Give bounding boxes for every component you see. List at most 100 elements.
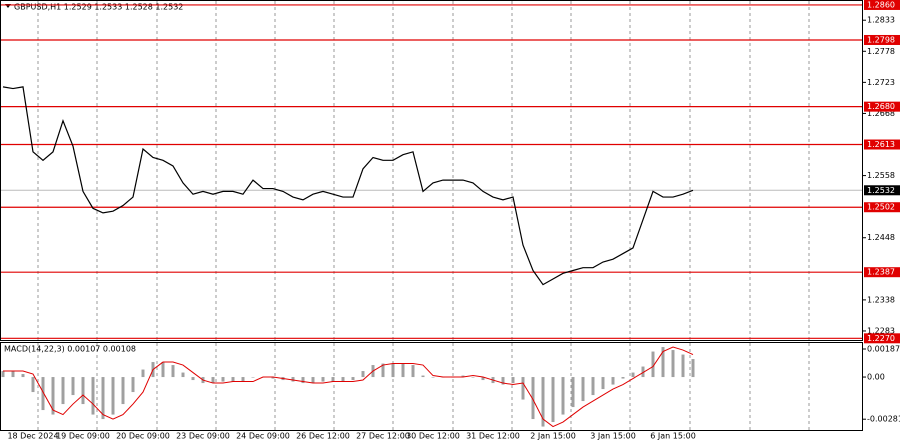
level-label: 1.2860	[867, 0, 895, 9]
level-label: 1.2613	[867, 140, 895, 149]
macd-bar	[661, 347, 665, 378]
x-tick-label: 26 Dec 12:00	[296, 432, 350, 441]
level-label: 1.2270	[867, 334, 895, 343]
macd-bar	[21, 374, 25, 378]
macd-bar	[181, 372, 185, 378]
level-box	[864, 139, 900, 150]
x-tick-label: 31 Dec 12:00	[466, 432, 520, 441]
macd-bar	[611, 377, 615, 385]
macd-bar	[681, 354, 685, 378]
level-box	[864, 202, 900, 213]
macd-bar	[321, 377, 325, 382]
macd-bar	[101, 377, 105, 420]
macd-bar	[241, 377, 245, 382]
macd-bar	[11, 371, 15, 378]
y-tick-label: 1.2778	[867, 47, 895, 56]
macd-bar	[401, 363, 405, 378]
macd-bar	[511, 377, 515, 384]
macd-bar	[91, 377, 95, 415]
macd-bar	[391, 363, 395, 378]
macd-bar	[551, 377, 555, 423]
macd-bar	[531, 377, 535, 420]
y-tick-label: 0.00	[867, 373, 885, 382]
price-line	[2, 86, 694, 286]
macd-bar	[411, 365, 415, 378]
level-box	[864, 267, 900, 278]
level-box	[864, 34, 900, 45]
macd-bar	[1, 371, 5, 378]
last-price-box	[864, 185, 900, 196]
y-tick-label: 0.00187	[867, 345, 900, 354]
x-tick-label: 20 Dec 09:00	[116, 432, 170, 441]
macd-bar	[111, 377, 115, 415]
x-tick-label: 30 Dec 12:00	[406, 432, 460, 441]
macd-bar	[561, 377, 565, 415]
macd-bar	[431, 377, 435, 378]
macd-bar	[481, 377, 485, 381]
level-box	[864, 0, 900, 10]
macd-bar	[41, 377, 45, 411]
level-label: 1.2502	[867, 203, 895, 212]
y-tick-label: 1.2558	[867, 171, 895, 180]
macd-bar	[621, 377, 625, 379]
macd-bar	[571, 377, 575, 408]
last-price-label: 1.2532	[867, 186, 895, 195]
y-tick-label: 1.2283	[867, 326, 895, 335]
macd-bar	[231, 377, 235, 382]
macd-bar	[631, 372, 635, 378]
y-tick-label: 1.2723	[867, 78, 895, 87]
macd-bar	[161, 362, 165, 378]
x-tick-label: 2 Jan 15:00	[530, 432, 576, 441]
macd-bar	[641, 366, 645, 378]
macd-bar	[521, 377, 525, 400]
chart-title: GBPUSD,H1 1.2529 1.2533 1.2528 1.2532	[14, 3, 183, 12]
y-tick-label: 1.2448	[867, 233, 895, 242]
x-tick-label: 23 Dec 09:00	[176, 432, 230, 441]
macd-bar	[71, 377, 75, 396]
level-box	[864, 101, 900, 112]
macd-bar	[601, 377, 605, 390]
macd-bar	[651, 351, 655, 378]
macd-bar	[331, 377, 335, 382]
macd-bar	[361, 371, 365, 378]
macd-bar	[381, 363, 385, 378]
macd-bar	[471, 377, 475, 378]
signal-line	[3, 346, 694, 428]
level-label: 1.2798	[867, 35, 895, 44]
macd-bar	[171, 365, 175, 378]
macd-bar	[291, 377, 295, 382]
macd-panel	[0, 342, 863, 431]
y-tick-label: -0.00281	[867, 415, 900, 424]
macd-bar	[251, 377, 255, 378]
macd-bar	[121, 377, 125, 405]
macd-bar	[501, 377, 505, 385]
macd-bar	[51, 377, 55, 415]
macd-bar	[141, 369, 145, 378]
macd-title: MACD(14,22,3) 0.00107 0.00108	[4, 345, 136, 354]
x-tick-label: 27 Dec 12:00	[356, 432, 410, 441]
y-tick-label: 1.2668	[867, 109, 895, 118]
x-tick-label: 6 Jan 15:00	[650, 432, 696, 441]
macd-bar	[31, 377, 35, 393]
y-tick-label: 1.2338	[867, 295, 895, 304]
level-box	[864, 333, 900, 344]
price-panel	[0, 0, 863, 341]
macd-bar	[191, 377, 195, 381]
macd-bar	[61, 377, 65, 405]
macd-bar	[351, 377, 355, 381]
macd-bar	[671, 350, 675, 378]
x-tick-label: 3 Jan 15:00	[590, 432, 636, 441]
macd-bar	[81, 377, 85, 405]
macd-bar	[421, 375, 425, 378]
x-tick-label: 18 Dec 2024	[7, 432, 58, 441]
level-label: 1.2387	[867, 268, 895, 277]
macd-bar	[461, 375, 465, 378]
macd-bar	[131, 377, 135, 393]
y-tick-label: 1.2833	[867, 16, 895, 25]
level-label: 1.2680	[867, 102, 895, 111]
macd-bar	[221, 377, 225, 382]
x-tick-label: 24 Dec 09:00	[236, 432, 290, 441]
macd-bar	[541, 377, 545, 427]
